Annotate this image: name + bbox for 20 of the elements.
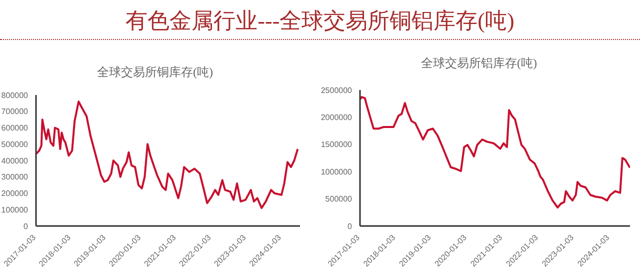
y-tick-label: 800000 <box>1 90 29 100</box>
y-tick-label: 2500000 <box>320 86 353 95</box>
y-tick-label: 0 <box>24 222 29 231</box>
y-tick-label: 1000000 <box>320 167 353 176</box>
y-tick-label: 700000 <box>1 107 29 116</box>
y-tick-label: 500000 <box>1 140 29 149</box>
line-series <box>360 96 630 209</box>
y-tick-label: 100000 <box>1 205 29 214</box>
y-tick-label: 500000 <box>325 194 353 204</box>
chart-title: 全球交易所铜库存(吨) <box>96 64 214 81</box>
y-tick-label: 200000 <box>1 189 29 198</box>
y-tick-label: 1500000 <box>320 140 353 150</box>
y-tick-label: 600000 <box>1 124 29 133</box>
y-tick-label: 300000 <box>1 172 29 182</box>
text: 有色金属行业---全球交易所铜铝库存(吨) <box>124 7 516 35</box>
chart-title: 全球交易所铝库存(吨) <box>420 55 538 72</box>
y-tick-label: 400000 <box>1 156 29 166</box>
y-tick-label: 0 <box>348 222 353 231</box>
line-series <box>36 100 299 209</box>
y-tick-label: 2000000 <box>320 113 353 122</box>
